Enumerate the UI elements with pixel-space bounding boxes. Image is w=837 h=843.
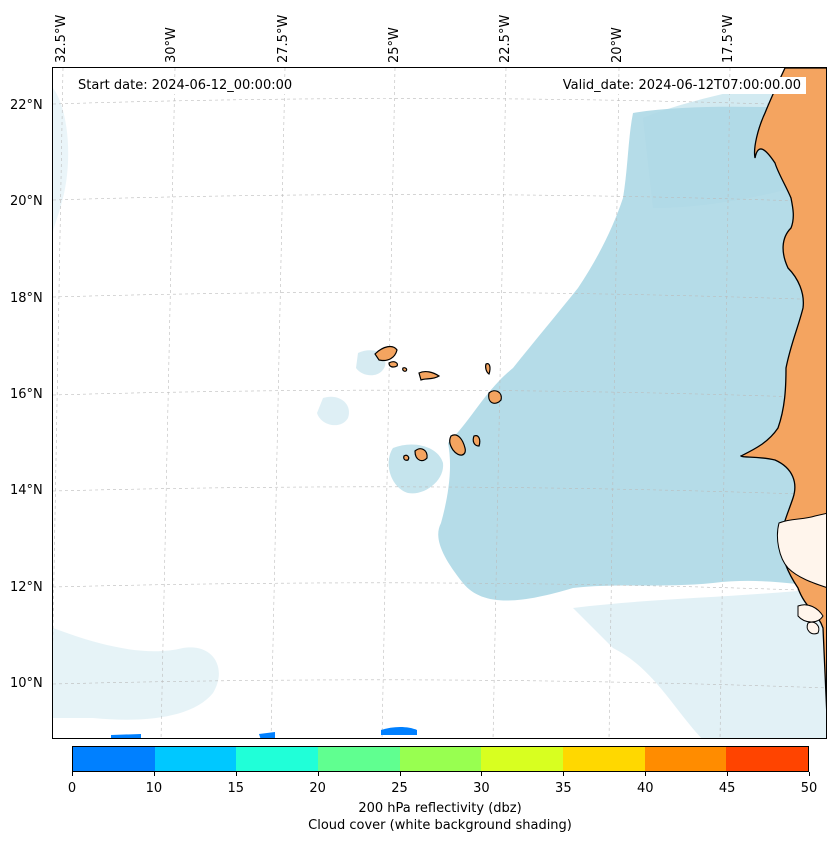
colorbar-segment (726, 747, 809, 771)
colorbar-tick-mark (645, 772, 647, 776)
cape-verde-islands (374, 345, 502, 462)
lat-label: 10°N (10, 676, 43, 691)
gambia-coast-detail (776, 512, 826, 588)
colorbar-segment (481, 747, 564, 771)
colorbar-tick-mark (399, 772, 401, 776)
colorbar (72, 746, 809, 772)
colorbar-segment (563, 747, 645, 771)
cloud-south-left (53, 628, 219, 720)
lon-label: 17.5°W (721, 14, 736, 63)
colorbar-tick-mark (481, 772, 483, 776)
colorbar-segment (644, 747, 727, 771)
reflectivity-blip-3 (381, 727, 417, 735)
colorbar-tick-mark (72, 772, 73, 776)
colorbar-segment (73, 747, 155, 771)
colorbar-tick-label: 10 (145, 781, 163, 796)
cloud-cover-layer (53, 78, 826, 738)
map-panel: Start date: 2024-06-12_00:00:00 Valid_da… (52, 67, 827, 739)
gridlines (53, 68, 826, 738)
lat-label: 18°N (10, 291, 43, 306)
lon-label: 30°W (164, 27, 179, 63)
lon-label: 27.5°W (276, 14, 291, 63)
lat-label: 14°N (10, 483, 43, 498)
colorbar-tick-mark (809, 772, 810, 776)
cloud-mass-main (438, 106, 826, 601)
colorbar-tick-label: 30 (473, 781, 490, 796)
colorbar-tick-label: 35 (555, 781, 572, 796)
lon-label: 25°W (387, 27, 402, 63)
colorbar-tick-label: 45 (718, 781, 736, 796)
lat-label: 16°N (10, 387, 43, 402)
island-maio (472, 435, 481, 447)
start-date-label: Start date: 2024-06-12_00:00:00 (73, 77, 298, 94)
island-santo-antao (374, 345, 398, 362)
colorbar-tick-mark (235, 772, 237, 776)
island-santiago (449, 434, 466, 456)
cloud-south-right (573, 588, 826, 738)
lon-label: 32.5°W (54, 14, 69, 63)
cloud-west-edge (53, 88, 69, 233)
cloud-puff-2 (317, 396, 349, 426)
colorbar-tick-mark (563, 772, 565, 776)
colorbar-tick-mark (727, 772, 729, 776)
colorbar-tick-label: 20 (309, 781, 326, 796)
map-canvas (53, 68, 826, 738)
reflectivity-blip-1 (111, 734, 141, 738)
colorbar-label: 200 hPa reflectivity (dbz) (358, 801, 522, 816)
colorbar-segment (236, 747, 319, 771)
island-sal (485, 363, 491, 375)
reflectivity-blips (111, 727, 417, 738)
colorbar-tick-label: 15 (227, 781, 245, 796)
reflectivity-blip-2 (259, 732, 275, 738)
island-boa-vista (488, 390, 502, 404)
lat-label: 22°N (10, 98, 43, 113)
lon-label: 22.5°W (498, 14, 513, 63)
cloud-mass-north (643, 78, 793, 208)
valid-date-label: Valid_date: 2024-06-12T07:00:00.00 (557, 77, 806, 94)
island-sao-nicolau (418, 370, 441, 381)
colorbar-segment (399, 747, 482, 771)
cloud-islands-west (388, 444, 444, 494)
lat-label: 12°N (10, 580, 43, 595)
colorbar-tick-mark (153, 772, 155, 776)
colorbar-tick-label: 40 (636, 781, 654, 796)
island-fogo (414, 448, 428, 462)
colorbar-sublabel: Cloud cover (white background shading) (308, 818, 572, 833)
colorbar-tick-mark (317, 772, 319, 776)
colorbar-tick-label: 25 (391, 781, 408, 796)
colorbar-segment (318, 747, 400, 771)
colorbar-segment (154, 747, 237, 771)
island-sao-vicente (388, 361, 399, 368)
lon-label: 20°W (610, 27, 625, 63)
island-santa-luzia (402, 367, 408, 372)
guinea-bissau-islands (797, 604, 824, 635)
island-brava (403, 454, 410, 461)
lat-label: 20°N (10, 194, 43, 209)
colorbar-tick-label: 50 (800, 781, 818, 796)
colorbar-tick-label: 0 (67, 781, 77, 796)
